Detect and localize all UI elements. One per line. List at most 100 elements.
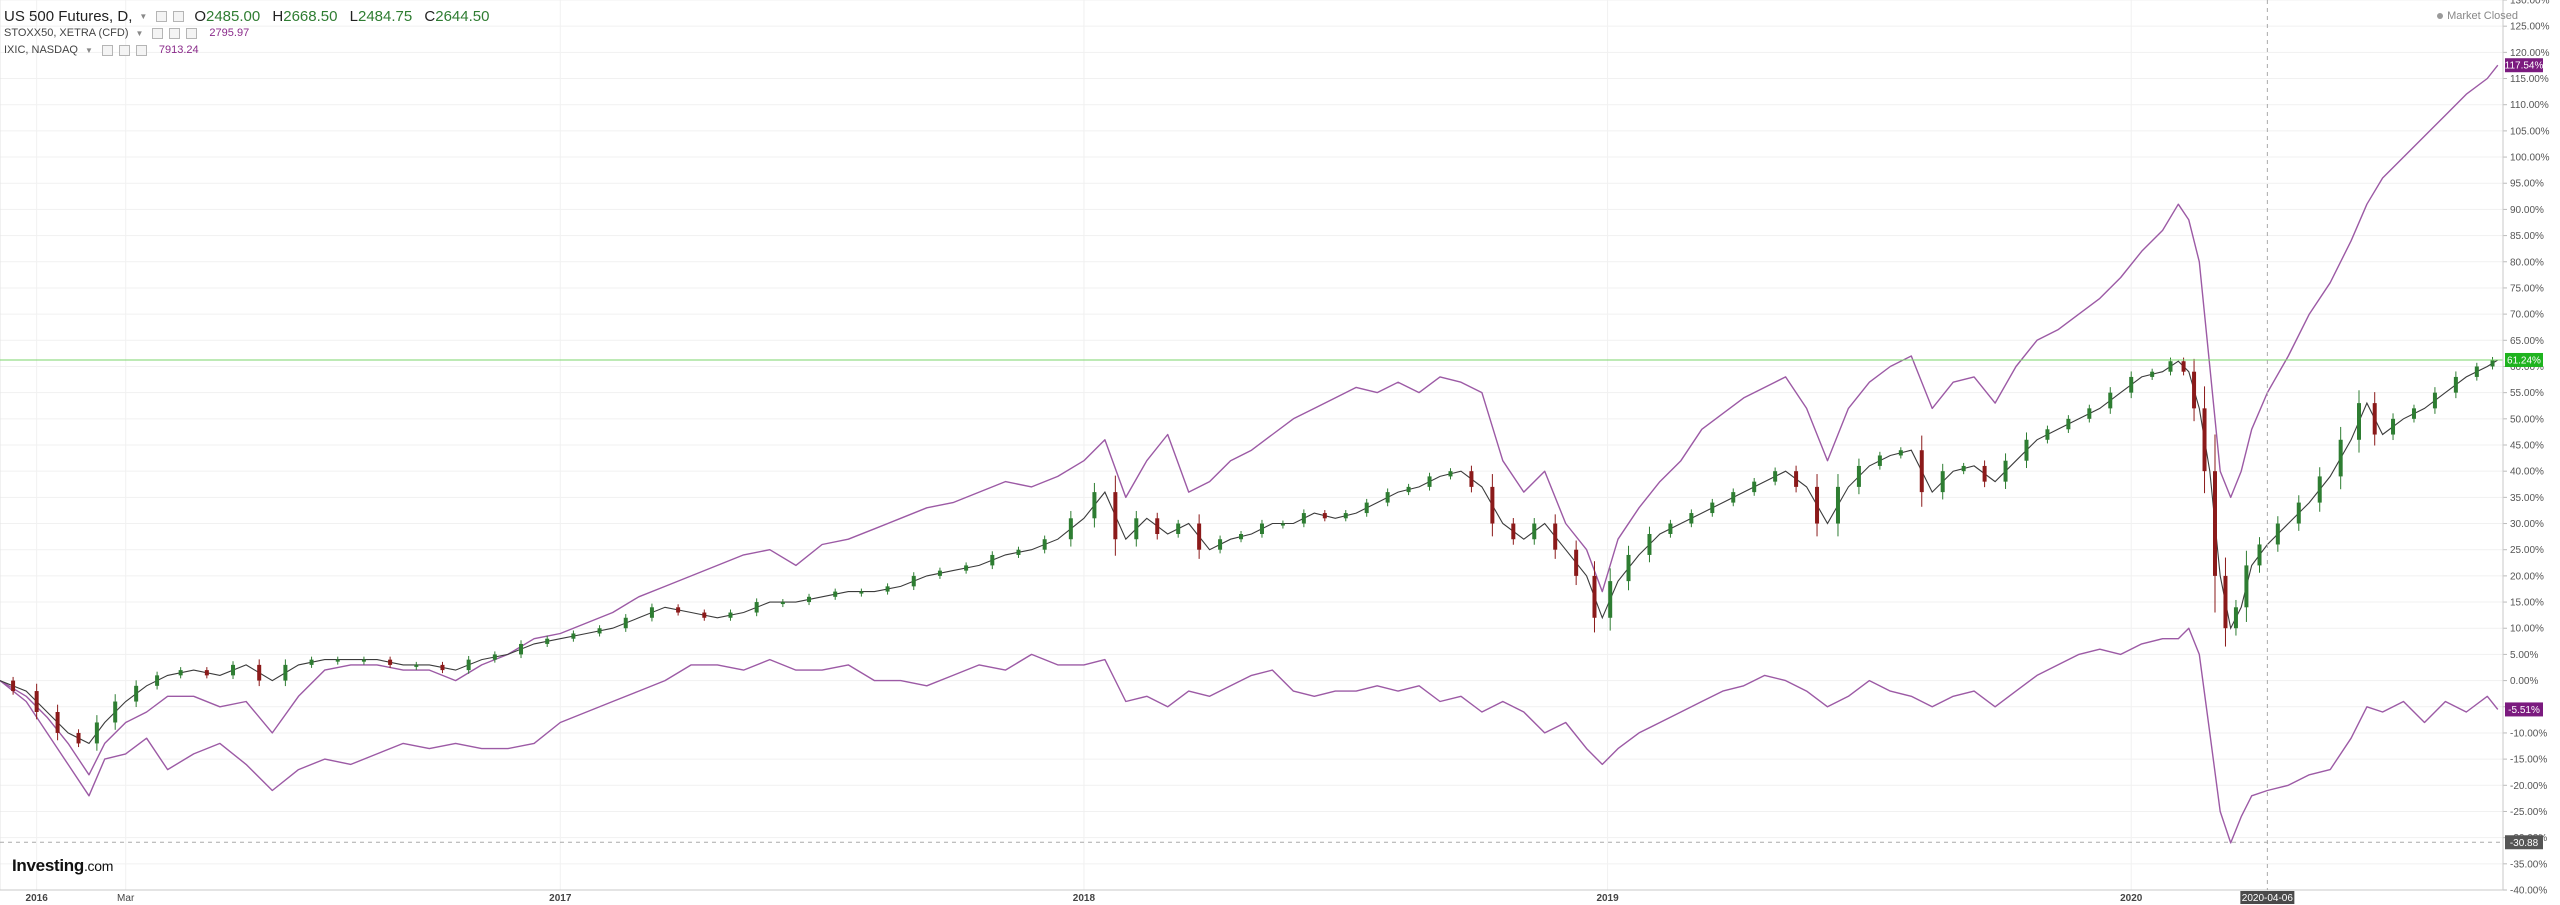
- candle-body: [2129, 376, 2134, 393]
- candle-body: [2338, 439, 2343, 477]
- candle-body: [623, 617, 628, 629]
- candle-body: [2296, 502, 2301, 524]
- y-tick-label: 90.00%: [2510, 205, 2544, 216]
- legend-row-stoxx[interactable]: STOXX50, XETRA (CFD) ▼ 2795.97: [4, 25, 497, 42]
- series2-symbol[interactable]: STOXX50, XETRA (CFD): [4, 27, 129, 39]
- candle-body: [780, 602, 785, 605]
- candle-body: [361, 659, 366, 662]
- chevron-down-icon[interactable]: ▼: [135, 29, 144, 38]
- chevron-down-icon[interactable]: ▼: [139, 12, 148, 21]
- candle-body: [2108, 392, 2113, 409]
- high-key: H: [272, 8, 284, 25]
- chart-overlay: 2020-04-06: [0, 0, 2503, 904]
- candle-body: [1532, 523, 1537, 540]
- candle-body: [1016, 549, 1021, 555]
- ohlc-values: O2485.00 H2668.50 L2484.75 C2644.50: [194, 8, 497, 25]
- candle-body: [466, 659, 471, 671]
- price-label-box: [2505, 58, 2543, 73]
- candle-body: [807, 596, 812, 603]
- x-tick-label: 2017: [549, 893, 572, 904]
- close-icon[interactable]: [135, 45, 147, 56]
- y-tick-label: 115.00%: [2510, 74, 2549, 85]
- price-label-box: [2505, 352, 2543, 367]
- candle-body: [1469, 471, 1474, 487]
- candle-body: [1731, 492, 1736, 503]
- candle-body: [1301, 513, 1306, 524]
- candle-body: [728, 612, 733, 618]
- y-tick-label: -25.00%: [2510, 807, 2547, 818]
- settings-icon[interactable]: [169, 28, 181, 39]
- candle-body: [1940, 471, 1945, 493]
- candle-body: [676, 607, 681, 613]
- visibility-toggle-icon[interactable]: [152, 28, 164, 39]
- candle-body: [1919, 450, 1924, 493]
- candle-body: [649, 607, 654, 618]
- candle-body: [1511, 523, 1516, 540]
- y-tick-label: 0.00%: [2510, 676, 2538, 687]
- chart-legend: US 500 Futures, D, ▼ O2485.00 H2668.50 L…: [4, 8, 497, 59]
- candle-body: [1364, 502, 1369, 514]
- candle-body: [1322, 513, 1327, 519]
- candle-body: [1608, 581, 1613, 618]
- candle-body: [2233, 607, 2238, 629]
- candle-body: [2275, 523, 2280, 545]
- visibility-toggle-icon[interactable]: [156, 11, 168, 22]
- y-tick-label: 85.00%: [2510, 231, 2544, 242]
- market-status-text: Market Closed: [2447, 10, 2518, 22]
- open-key: O: [194, 8, 206, 25]
- candle-body: [1668, 523, 1673, 534]
- candle-body: [178, 670, 183, 676]
- visibility-toggle-icon[interactable]: [101, 45, 113, 56]
- chart-series: [0, 64, 2499, 844]
- candle-body: [2212, 471, 2217, 576]
- series3-symbol[interactable]: IXIC, NASDAQ: [4, 44, 78, 56]
- investing-logo: Investing.com: [12, 856, 113, 876]
- chart-grid: [0, 0, 2503, 891]
- candle-body: [492, 654, 497, 660]
- price-labels: 117.54% 61.24% -5.51% -30.88: [2505, 58, 2544, 850]
- candle-body: [571, 633, 576, 639]
- candle-body: [113, 701, 118, 723]
- candle-body: [1155, 518, 1160, 534]
- y-tick-label: 60.00%: [2510, 362, 2544, 373]
- candle-body: [11, 680, 16, 692]
- legend-row-main[interactable]: US 500 Futures, D, ▼ O2485.00 H2668.50 L…: [4, 8, 497, 25]
- candle-body: [1835, 486, 1840, 524]
- close-icon[interactable]: [186, 28, 198, 39]
- candle-body: [335, 659, 340, 662]
- candle-body: [34, 691, 39, 712]
- candle-body: [1218, 539, 1223, 550]
- candle-body: [1385, 492, 1390, 503]
- candle-body: [2003, 460, 2008, 482]
- settings-icon[interactable]: [173, 11, 185, 22]
- candle-body: [414, 664, 419, 667]
- candle-body: [519, 643, 524, 655]
- y-tick-label: 110.00%: [2510, 100, 2549, 111]
- price-label-text: -30.88: [2510, 838, 2539, 849]
- chevron-down-icon[interactable]: ▼: [84, 46, 93, 55]
- candle-body: [2432, 392, 2437, 409]
- candle-body: [388, 659, 393, 665]
- status-dot-icon: [2437, 13, 2444, 19]
- candle-body: [1197, 523, 1202, 550]
- candle-body: [2453, 376, 2458, 393]
- candle-body: [1113, 492, 1118, 540]
- y-tick-label: -15.00%: [2510, 755, 2547, 766]
- candle-body: [1042, 539, 1047, 550]
- candle-body: [597, 628, 602, 634]
- candle-body: [990, 554, 995, 566]
- candle-body: [2257, 544, 2262, 566]
- candle-body: [2202, 408, 2207, 472]
- legend-row-ixic[interactable]: IXIC, NASDAQ ▼ 7913.24: [4, 42, 497, 59]
- y-tick-label: 45.00%: [2510, 441, 2544, 452]
- price-label-text: 117.54%: [2505, 61, 2544, 72]
- price-label-box: [2505, 702, 2543, 717]
- candle-body: [2490, 359, 2495, 367]
- main-symbol[interactable]: US 500 Futures, D,: [4, 8, 133, 25]
- candle-body: [1877, 455, 1882, 466]
- settings-icon[interactable]: [118, 45, 130, 56]
- y-tick-label: 125.00%: [2510, 22, 2550, 33]
- candle-body: [1592, 575, 1597, 618]
- candle-body: [1574, 549, 1579, 576]
